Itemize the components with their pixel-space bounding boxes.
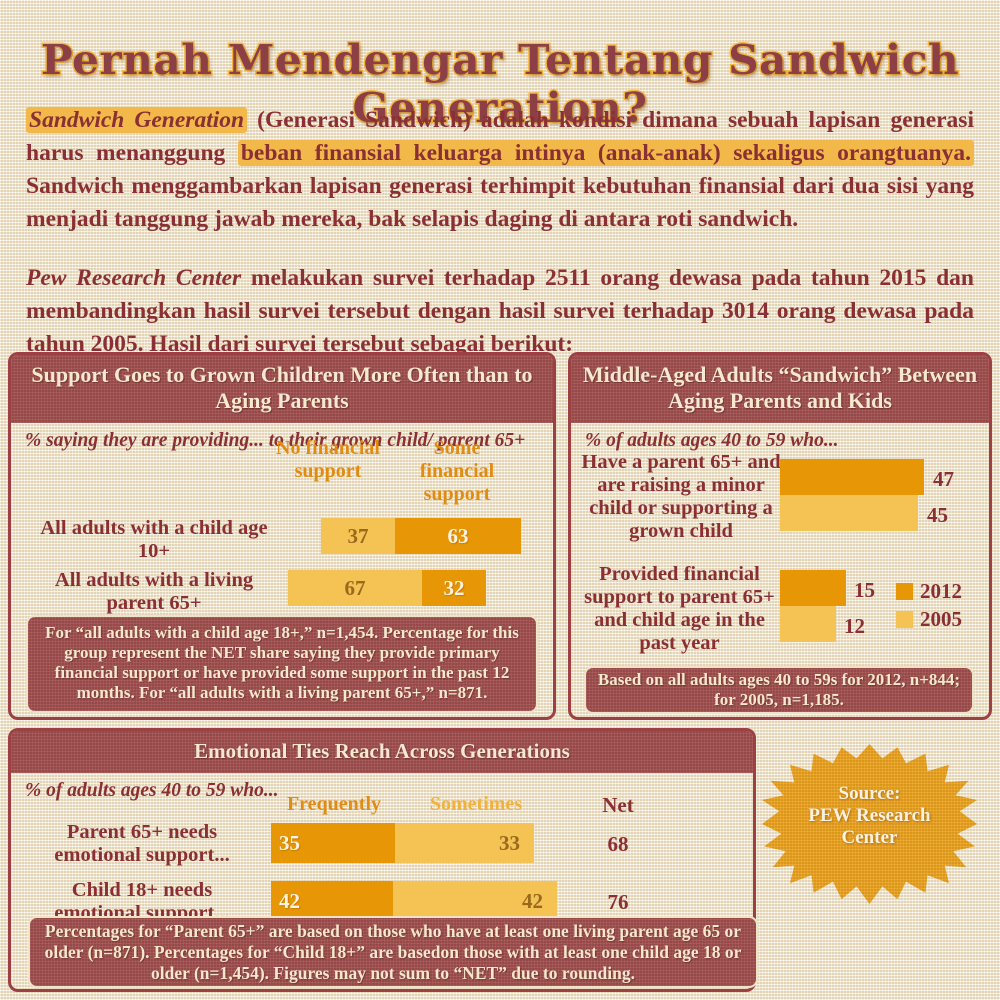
- bar-segment-some-financial-support: 63: [395, 518, 521, 554]
- row-label-child-emotional-support: Child 18+ needs emotional support...: [54, 879, 230, 924]
- bar-2012-group1: [780, 459, 924, 495]
- bar-value-32: 32: [443, 575, 465, 600]
- bar-value-42: 42: [522, 888, 543, 913]
- bar-value-15: 15: [854, 578, 875, 602]
- bar-2005-group1: [780, 495, 918, 531]
- source-badge-line-1: Source:: [838, 783, 901, 804]
- legend-2005: 2005: [896, 607, 962, 632]
- row-label-parent-emotional-support: Parent 65+ needs emotional support...: [54, 821, 230, 866]
- bar-value-67: 67: [344, 575, 366, 600]
- bar-row-living-parent-65-plus: 67 32: [288, 570, 486, 606]
- bar-row-child-age-10-plus: 37 63: [321, 518, 521, 554]
- pew-research-center-mention: Pew Research Center: [26, 265, 242, 291]
- row-label-living-parent-65-plus: All adults with a living parent 65+: [54, 569, 254, 614]
- bar-2005-group2: [780, 606, 836, 642]
- bar-value-33-parent: 33: [499, 830, 520, 855]
- net-value-68: 68: [607, 832, 629, 856]
- bar-row-child-emotional-support: 42 42: [271, 881, 557, 921]
- legend-swatch-2005: [896, 611, 913, 628]
- legend-label-2005: 2005: [920, 607, 962, 631]
- intro-paragraph-2: Pew Research Center melakukan survei ter…: [26, 262, 974, 361]
- legend-label-2012: 2012: [920, 579, 962, 603]
- col-header-no-financial-support: No financial support: [276, 437, 380, 482]
- source-starburst-badge: Source: PEW Research Center: [762, 744, 977, 904]
- panel-left-title: Support Goes to Grown Children More Ofte…: [11, 355, 553, 423]
- bar-value-33-child: 42: [279, 888, 300, 913]
- panel-right-title: Middle-Aged Adults “Sandwich” Between Ag…: [571, 355, 989, 423]
- col-header-sometimes: Sometimes: [429, 793, 523, 815]
- intro-paragraph-1: Sandwich Generation (Generasi Sandwich) …: [26, 104, 975, 236]
- col-header-net: Net: [602, 793, 634, 817]
- bar-value-63: 63: [447, 523, 469, 548]
- bar-value-47: 47: [933, 467, 954, 491]
- bar-segment-frequently-child: 42: [271, 881, 393, 921]
- bar-value-35: 35: [279, 830, 300, 855]
- bar-segment-some-financial-support-2: 32: [422, 570, 486, 606]
- bar-row-parent-emotional-support: 35 33: [271, 823, 534, 863]
- paragraph1-segment-4: Sandwich menggambarkan lapisan generasi …: [26, 173, 974, 232]
- bar-value-45: 45: [927, 503, 948, 527]
- paragraph1-segment-2: (Generasi Sandwich) adalah kondisi diman…: [26, 107, 974, 166]
- row-label-parent-and-raising-child: Have a parent 65+ and are raising a mino…: [581, 451, 781, 542]
- row-label-provided-financial-support: Provided financial support to parent 65+…: [584, 563, 775, 654]
- page-title: Pernah Mendengar Tentang Sandwich Genera…: [39, 35, 960, 134]
- panel-emotional-ties: Emotional Ties Reach Across Generations …: [8, 728, 756, 992]
- bar-2012-group2: [780, 570, 846, 606]
- bar-value-12: 12: [844, 614, 865, 638]
- panel-left-footnote: For “all adults with a child age 18+,” n…: [26, 615, 538, 713]
- source-badge-line-2: PEW Research: [808, 805, 931, 826]
- panel-middle-aged-sandwich: Middle-Aged Adults “Sandwich” Between Ag…: [568, 352, 992, 720]
- source-badge-line-3: Center: [841, 827, 898, 848]
- bar-segment-no-financial-support: 37: [321, 518, 395, 554]
- bar-segment-sometimes-parent: 33: [395, 823, 534, 863]
- bar-segment-frequently-parent: 35: [271, 823, 395, 863]
- panel-bottom-subhead: % of adults ages 40 to 59 who...: [25, 780, 279, 801]
- bar-value-37: 37: [347, 523, 369, 548]
- panel-bottom-title: Emotional Ties Reach Across Generations: [11, 731, 753, 773]
- highlight-beban-finansial: beban finansial keluarga intinya (anak-a…: [237, 140, 975, 166]
- highlight-sandwich-generation: Sandwich Generation: [26, 107, 248, 133]
- panel-bottom-footnote: Percentages for “Parent 65+” are based o…: [28, 916, 758, 988]
- bar-segment-no-financial-support-2: 67: [288, 570, 422, 606]
- col-header-frequently: Frequently: [286, 793, 382, 815]
- row-label-child-age-10-plus: All adults with a child age 10+: [40, 517, 268, 562]
- panel-left-subhead: % saying they are providing... to their …: [25, 430, 526, 451]
- legend-2012: 2012: [896, 579, 962, 604]
- paragraph2-segment-2: melakukan survei terhadap 2511 orang dew…: [26, 265, 974, 357]
- col-header-some-financial-support: Some financial support: [419, 437, 495, 505]
- bar-segment-sometimes-child: 42: [393, 881, 557, 921]
- panel-support-grown-children: Support Goes to Grown Children More Ofte…: [8, 352, 556, 720]
- panel-right-subhead: % of adults ages 40 to 59 who...: [585, 430, 839, 451]
- panel-right-footnote: Based on all adults ages 40 to 59s for 2…: [584, 666, 974, 714]
- legend-swatch-2012: [896, 583, 913, 600]
- source-badge-text: Source: PEW Research Center: [808, 783, 930, 865]
- net-value-76: 76: [607, 890, 629, 914]
